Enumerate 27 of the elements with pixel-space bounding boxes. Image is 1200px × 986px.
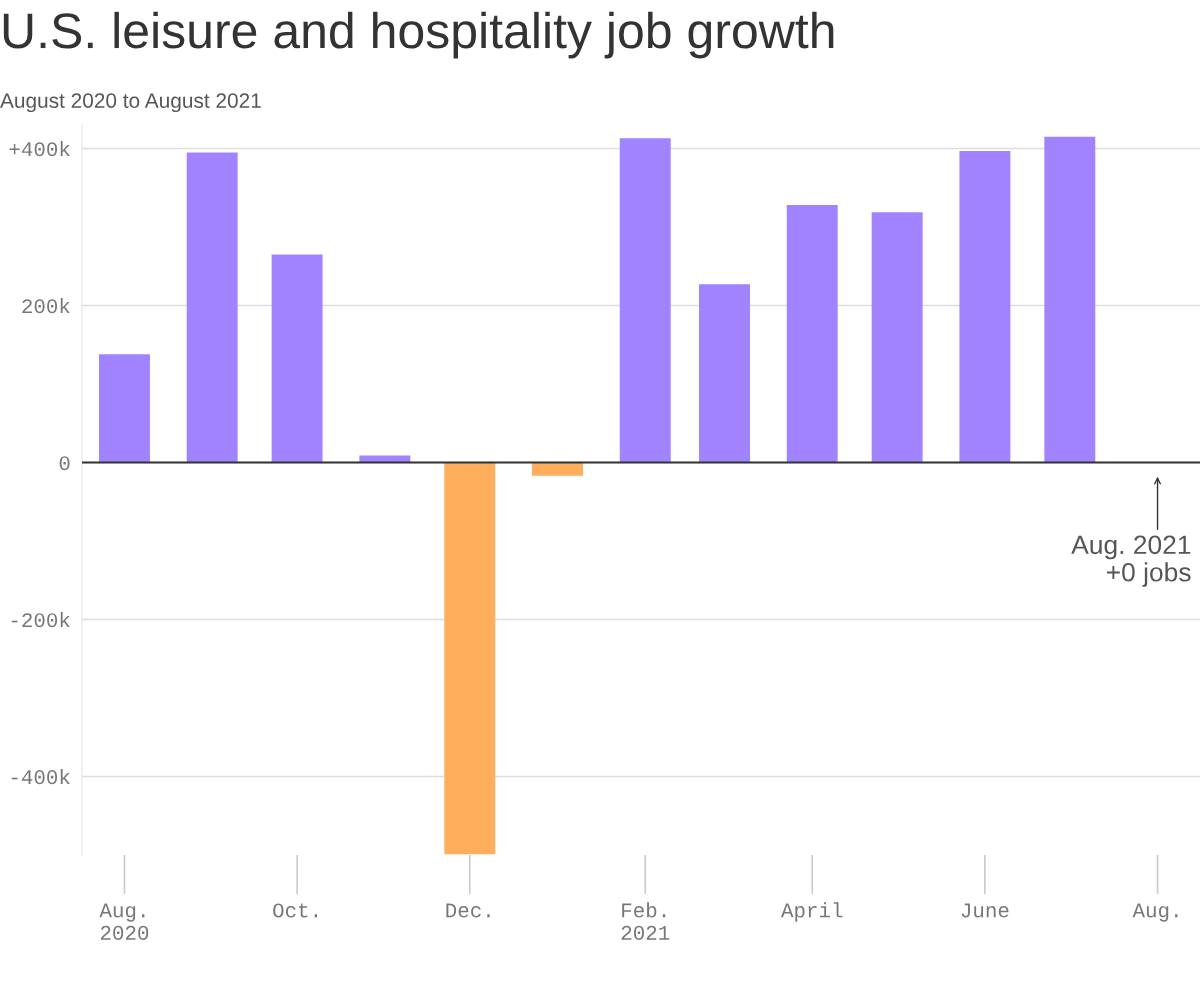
x-tick-label: Aug. 2020 bbox=[99, 903, 149, 940]
y-tick-label: -200k bbox=[11, 611, 70, 628]
bar bbox=[532, 462, 583, 476]
x-tick-label: Oct. bbox=[273, 903, 318, 918]
y-tick-label: 0 bbox=[59, 456, 70, 471]
bar bbox=[871, 212, 923, 463]
x-tick-label: April bbox=[780, 902, 843, 922]
bar bbox=[959, 150, 1011, 463]
bar bbox=[444, 462, 496, 855]
bar bbox=[786, 205, 838, 463]
chart-subtitle: August 2020 to August 2021 bbox=[0, 93, 261, 113]
bar bbox=[359, 455, 411, 463]
annotation: Aug. 2021 +0 jobs bbox=[1071, 535, 1191, 587]
bar bbox=[186, 152, 238, 463]
x-tick-label: Feb. 2021 bbox=[621, 902, 670, 940]
chart-title: U.S. leisure and hospitality job growth bbox=[3, 11, 834, 59]
bar bbox=[98, 354, 150, 463]
bar bbox=[271, 254, 323, 463]
y-tick-label: +400k bbox=[9, 141, 70, 157]
y-tick-label: -400k bbox=[11, 768, 70, 785]
bar bbox=[1044, 136, 1096, 463]
x-tick-label: Dec. bbox=[446, 903, 490, 918]
x-tick-label: June bbox=[961, 903, 1009, 918]
x-tick-label: Aug. bbox=[1132, 903, 1178, 922]
bar bbox=[699, 284, 750, 463]
bar bbox=[619, 138, 671, 463]
y-tick-label: 200k bbox=[22, 297, 70, 314]
